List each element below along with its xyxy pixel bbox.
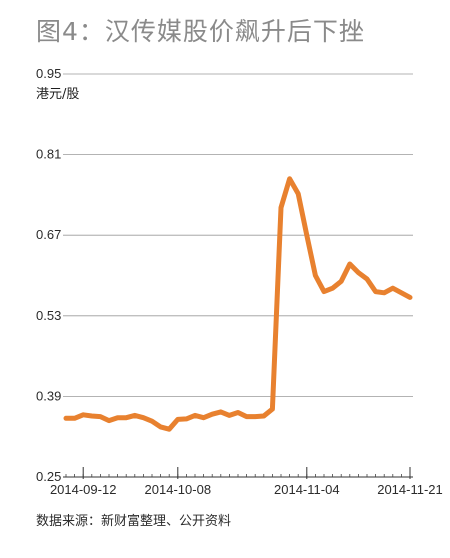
data-point	[349, 263, 351, 265]
x-axis: 2014-09-12 2014-10-08 2014-11-04 2014-11-21	[50, 467, 443, 497]
y-tick-label: 0.67	[36, 227, 61, 242]
x-tick-label: 2014-10-08	[145, 482, 212, 497]
data-point	[203, 417, 205, 419]
data-point	[177, 418, 179, 420]
data-point	[99, 416, 101, 418]
data-point	[237, 412, 239, 414]
data-point	[375, 291, 377, 293]
data-point	[392, 287, 394, 289]
data-point	[211, 413, 213, 415]
data-point	[82, 414, 84, 416]
data-point	[357, 272, 359, 274]
data-point	[91, 415, 93, 417]
data-point	[108, 420, 110, 422]
data-point	[400, 292, 402, 294]
data-point	[340, 280, 342, 282]
data-point	[125, 417, 127, 419]
series-layer	[63, 176, 413, 432]
data-point	[383, 292, 385, 294]
data-point	[74, 417, 76, 419]
y-tick-label: 0.95	[36, 66, 61, 81]
data-point	[168, 428, 170, 430]
y-tick-label: 0.39	[36, 388, 61, 403]
data-point	[228, 414, 230, 416]
chart-title: 图4：汉传媒股价飙升后下挫	[36, 17, 365, 46]
data-point	[289, 178, 291, 180]
data-point	[366, 278, 368, 280]
gridlines	[63, 73, 413, 397]
data-point	[142, 417, 144, 419]
data-point	[134, 414, 136, 416]
y-tick-label: 0.53	[36, 308, 61, 323]
data-point	[194, 414, 196, 416]
x-tick-label: 2014-09-12	[50, 482, 117, 497]
data-point	[220, 411, 222, 413]
source-note: 数据来源：新财富整理、公开资料	[36, 514, 232, 529]
data-point	[280, 207, 282, 209]
y-tick-label: 0.81	[36, 147, 61, 162]
data-point	[263, 415, 265, 417]
data-point	[306, 234, 308, 236]
data-point	[117, 417, 119, 419]
data-point	[409, 296, 411, 298]
data-point	[314, 275, 316, 276]
y-axis-unit-label: 港元/股	[36, 87, 79, 102]
data-point	[160, 426, 162, 428]
x-tick-label: 2014-11-21	[377, 482, 443, 497]
data-point	[246, 416, 248, 418]
data-point	[65, 417, 67, 419]
data-point	[297, 193, 299, 195]
y-tick-label: 0.25	[36, 469, 61, 484]
price-series-line	[63, 176, 413, 432]
data-point	[151, 420, 153, 422]
data-point	[254, 416, 256, 418]
y-axis-ticks: 0.95 0.81 0.67 0.53 0.39 0.25	[36, 66, 61, 484]
data-point	[323, 291, 325, 293]
data-point	[185, 418, 187, 420]
x-tick-label: 2014-11-04	[274, 482, 340, 497]
line-chart: 0.95 0.81 0.67 0.53 0.39 0.25 港元/股 2014-09-12…	[36, 66, 443, 497]
data-point	[332, 287, 334, 289]
data-point	[271, 408, 273, 410]
